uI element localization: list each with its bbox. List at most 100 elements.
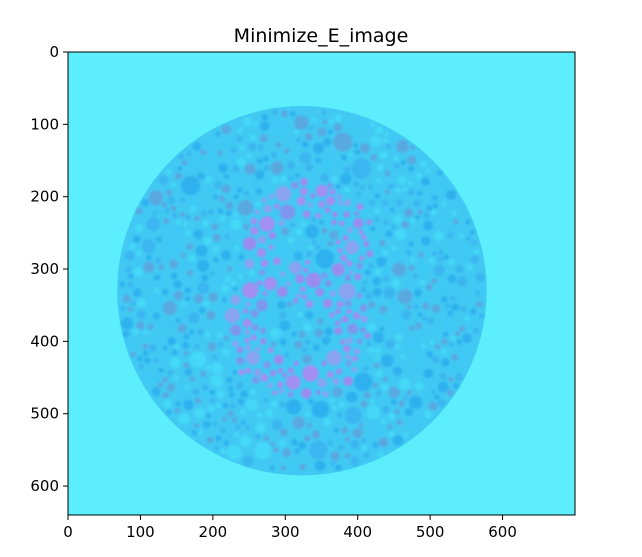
plate-dot [194, 397, 201, 404]
plate-dot [447, 310, 453, 316]
plate-dot [323, 418, 332, 427]
plate-dot [245, 367, 252, 374]
plate-dot [183, 221, 188, 227]
plate-dot [432, 202, 438, 209]
plate-dot [440, 295, 448, 303]
plate-dot [401, 309, 411, 320]
plate-dot [262, 291, 268, 297]
plate-dot [272, 419, 283, 431]
plate-dot [301, 294, 308, 300]
plate-dot [449, 295, 455, 301]
plate-dot [368, 184, 374, 190]
plate-dot [152, 210, 158, 217]
plate-dot [338, 400, 346, 408]
plate-dot [273, 354, 284, 365]
plate-dot [171, 349, 178, 356]
plate-dot [279, 204, 296, 221]
plate-dot [259, 134, 268, 143]
plate-dot [426, 198, 432, 204]
plate-dot [353, 180, 360, 187]
plate-dot [384, 268, 391, 275]
plate-dot [338, 283, 356, 301]
plate-dot [244, 337, 251, 344]
plate-dot [158, 323, 166, 331]
plate-dot [299, 151, 312, 164]
plate-dot [293, 360, 299, 366]
plate-dot [358, 422, 364, 428]
plate-dot [189, 329, 195, 335]
plate-dot [416, 356, 428, 368]
plate-dot [236, 356, 245, 365]
plate-dot [384, 170, 391, 177]
plate-dot [285, 281, 291, 287]
plate-dot [186, 243, 194, 250]
plate-dot [263, 204, 273, 214]
plate-dot [189, 205, 197, 212]
plate-dot [205, 138, 215, 148]
plate-dot [400, 159, 406, 166]
plate-dot [193, 229, 203, 240]
plate-dot [363, 241, 370, 248]
plate-dot [383, 287, 396, 299]
plate-dot [362, 208, 370, 216]
plate-dot [344, 436, 351, 442]
plate-dot [329, 398, 335, 404]
plate-dot [433, 264, 445, 276]
plate-dot [357, 293, 362, 299]
plate-dot [404, 208, 414, 218]
plate-dot [193, 423, 199, 429]
plate-dot [175, 401, 181, 407]
plate-dot [259, 460, 266, 466]
plate-dot [354, 211, 360, 217]
plate-dot [388, 300, 396, 308]
plate-dot [392, 366, 403, 376]
plate-dot [206, 229, 212, 235]
plate-dot [184, 296, 191, 302]
plate-dot [407, 421, 417, 431]
plate-dot [194, 293, 204, 304]
plate-dot [236, 157, 246, 167]
plate-dot [256, 158, 263, 165]
plate-dot [391, 245, 398, 251]
plate-dot [348, 269, 354, 275]
plate-dot [249, 134, 257, 142]
plate-dot [320, 433, 329, 442]
plate-dot [388, 316, 406, 334]
plate-dot [231, 417, 238, 423]
plate-dot [450, 335, 456, 342]
plate-dot [378, 314, 385, 321]
plate-dot [200, 149, 207, 156]
plate-dot [399, 354, 405, 360]
plate-dot [274, 203, 280, 210]
plate-dot [379, 151, 388, 159]
plate-dot [441, 338, 448, 346]
plate-dot [366, 341, 372, 347]
plate-dot [163, 238, 182, 257]
plate-dot [305, 272, 322, 288]
plate-dot [248, 270, 256, 277]
plate-dot [424, 295, 430, 302]
plate-dot [367, 323, 376, 332]
plate-dot [252, 376, 260, 384]
plate-dot [344, 199, 352, 207]
plate-dot [209, 389, 216, 396]
plate-dot [214, 181, 222, 189]
plate-dot [343, 345, 351, 353]
plate-dot [133, 235, 141, 244]
plate-dot [277, 300, 286, 310]
plate-dot [249, 226, 259, 236]
plate-dot [415, 214, 420, 220]
plate-dot [302, 322, 312, 332]
plate-dot [329, 230, 339, 240]
plate-dot [410, 145, 415, 151]
plate-dot [308, 245, 314, 251]
plate-dot [395, 199, 403, 207]
plate-dot [446, 225, 453, 232]
plate-dot [122, 330, 130, 338]
plate-dot [305, 300, 314, 308]
plate-dot [156, 236, 163, 243]
plate-dot [271, 341, 277, 347]
plate-dot [437, 249, 444, 256]
plate-dot [359, 184, 366, 191]
plate-dot [194, 407, 206, 419]
